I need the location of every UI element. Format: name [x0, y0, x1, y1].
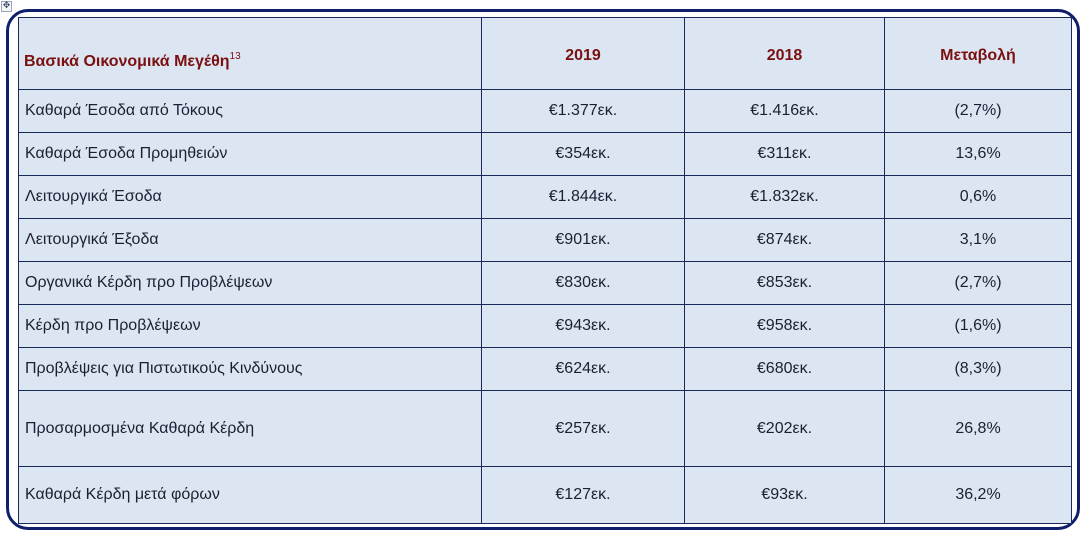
value-2018: €202εκ.	[684, 390, 885, 467]
row-label: Καθαρά Έσοδα Προμηθειών	[18, 132, 482, 176]
row-label: Προσαρμοσμένα Καθαρά Κέρδη	[18, 390, 482, 467]
table-row: Καθαρά Έσοδα από Τόκους €1.377εκ. €1.416…	[18, 89, 1072, 133]
row-label: Καθαρά Έσοδα από Τόκους	[18, 89, 482, 133]
table-row: Καθαρά Έσοδα Προμηθειών €354εκ. €311εκ. …	[18, 132, 1072, 176]
table-row: Οργανικά Κέρδη προ Προβλέψεων €830εκ. €8…	[18, 261, 1072, 305]
table-row: Καθαρά Κέρδη μετά φόρων €127εκ. €93εκ. 3…	[18, 466, 1072, 524]
value-change: (2,7%)	[884, 89, 1072, 133]
value-2019: €257εκ.	[481, 390, 685, 467]
value-2018: €311εκ.	[684, 132, 885, 176]
value-2019: €127εκ.	[481, 466, 685, 524]
value-change: 13,6%	[884, 132, 1072, 176]
table-row: Λειτουργικά Έξοδα €901εκ. €874εκ. 3,1%	[18, 218, 1072, 262]
table-row: Προβλέψεις για Πιστωτικούς Κινδύνους €62…	[18, 347, 1072, 391]
value-change: (1,6%)	[884, 304, 1072, 348]
value-change: 3,1%	[884, 218, 1072, 262]
table-move-handle-icon[interactable]: ✥	[1, 1, 12, 12]
value-2019: €354εκ.	[481, 132, 685, 176]
value-2019: €624εκ.	[481, 347, 685, 391]
value-2018: €853εκ.	[684, 261, 885, 305]
value-2018: €874εκ.	[684, 218, 885, 262]
table-row: Λειτουργικά Έσοδα €1.844εκ. €1.832εκ. 0,…	[18, 175, 1072, 219]
value-2019: €1.844εκ.	[481, 175, 685, 219]
row-label: Λειτουργικά Έξοδα	[18, 218, 482, 262]
header-2018: 2018	[684, 17, 885, 90]
header-change: Μεταβολή	[884, 17, 1072, 90]
header-footnote-mark: 13	[229, 50, 241, 62]
value-2018: €958εκ.	[684, 304, 885, 348]
header-label: Βασικά Οικονομικά Μεγέθη	[24, 52, 230, 70]
value-change: (8,3%)	[884, 347, 1072, 391]
table-container: Βασικά Οικονομικά Μεγέθη13 2019 2018 Μετ…	[18, 17, 1072, 524]
header-label-cell: Βασικά Οικονομικά Μεγέθη13	[18, 17, 482, 90]
table-row: Προσαρμοσμένα Καθαρά Κέρδη €257εκ. €202ε…	[18, 390, 1072, 467]
value-2018: €93εκ.	[684, 466, 885, 524]
row-label: Οργανικά Κέρδη προ Προβλέψεων	[18, 261, 482, 305]
value-2018: €680εκ.	[684, 347, 885, 391]
value-change: 36,2%	[884, 466, 1072, 524]
value-2019: €1.377εκ.	[481, 89, 685, 133]
row-label: Λειτουργικά Έσοδα	[18, 175, 482, 219]
value-2018: €1.832εκ.	[684, 175, 885, 219]
value-2019: €943εκ.	[481, 304, 685, 348]
value-2018: €1.416εκ.	[684, 89, 885, 133]
header-2019: 2019	[481, 17, 685, 90]
value-change: 26,8%	[884, 390, 1072, 467]
value-2019: €901εκ.	[481, 218, 685, 262]
row-label: Προβλέψεις για Πιστωτικούς Κινδύνους	[18, 347, 482, 391]
value-2019: €830εκ.	[481, 261, 685, 305]
table-row: Κέρδη προ Προβλέψεων €943εκ. €958εκ. (1,…	[18, 304, 1072, 348]
value-change: 0,6%	[884, 175, 1072, 219]
row-label: Καθαρά Κέρδη μετά φόρων	[18, 466, 482, 524]
financial-figures-table: Βασικά Οικονομικά Μεγέθη13 2019 2018 Μετ…	[18, 17, 1072, 524]
value-change: (2,7%)	[884, 261, 1072, 305]
row-label: Κέρδη προ Προβλέψεων	[18, 304, 482, 348]
table-header-row: Βασικά Οικονομικά Μεγέθη13 2019 2018 Μετ…	[18, 17, 1072, 90]
rounded-frame: Βασικά Οικονομικά Μεγέθη13 2019 2018 Μετ…	[6, 9, 1080, 530]
